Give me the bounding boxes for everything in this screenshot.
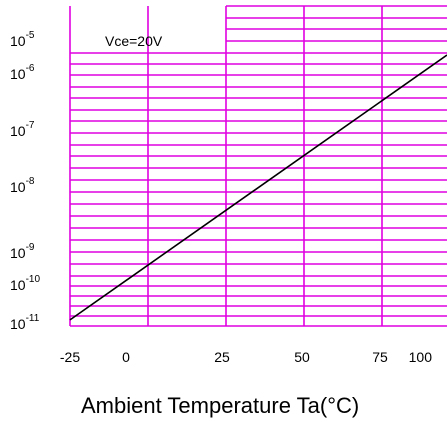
x-tick-label-25: 25 [214,349,230,365]
y-tick-label-1e-5: 10-5 [10,30,35,49]
x-tick-label-75: 75 [372,349,388,365]
y-tick-label-1e-9: 10-9 [10,242,35,261]
y-tick-label-1e-7: 10-7 [10,120,35,139]
y-tick-label-1e-8: 10-8 [10,176,35,195]
y-tick-label-1e-10: 10-10 [10,274,40,293]
data-series [69,54,447,321]
x-axis-title: Ambient Temperature Ta(°C) [81,393,359,418]
x-tick-label-50: 50 [294,349,310,365]
x-tick-label-0: 0 [122,349,130,365]
x-tick-label-neg25: -25 [60,349,80,365]
x-tick-label-100: 100 [409,349,433,365]
y-tick-label-1e-11: 10-11 [10,313,40,332]
grid [69,5,447,327]
condition-annotation: Vce=20V [105,33,163,49]
series-line-0 [69,54,447,321]
y-tick-label-1e-6: 10-6 [10,63,35,82]
